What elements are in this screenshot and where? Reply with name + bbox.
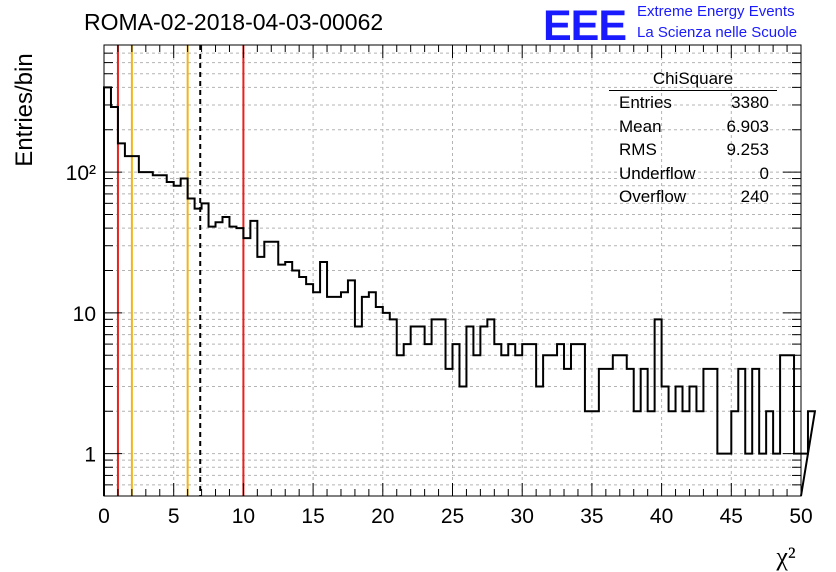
stats-row-overflow: Overflow 240 (609, 185, 777, 209)
stats-row-entries: Entries 3380 (609, 91, 777, 115)
stats-key: Mean (619, 116, 662, 136)
stats-row-underflow: Underflow 0 (609, 162, 777, 186)
stats-value: 9.253 (726, 140, 769, 159)
stats-key: Overflow (619, 187, 687, 206)
x-tick-label: 40 (650, 505, 673, 528)
y-tick-label: 10 (73, 303, 96, 326)
histogram (103, 86, 817, 497)
stats-key: Entries (619, 93, 672, 112)
stats-value: 6.903 (726, 116, 769, 136)
logo-tagline-2: La Scienza nelle Scuole (637, 24, 798, 41)
stats-row-rms: RMS 9.253 (609, 138, 777, 162)
histogram-series (103, 86, 817, 497)
stats-box: ChiSquare Entries 3380 Mean 6.903 RMS 9.… (609, 68, 777, 209)
stats-key: Underflow (619, 163, 696, 183)
x-tick-label: 0 (98, 505, 110, 528)
x-axis-label: χ² (775, 542, 796, 571)
x-tick-label: 25 (441, 505, 464, 528)
axes: 0 5 10 15 20 25 30 35 40 45 50 1 10 10² (66, 44, 813, 528)
y-axis-label: Entries/bin (11, 53, 38, 166)
x-tick-label: 15 (301, 505, 324, 528)
x-tick-label: 5 (168, 505, 180, 528)
x-tick-label: 50 (789, 505, 812, 528)
run-title: ROMA-02-2018-04-03-00062 (84, 9, 384, 35)
logo-tagline-1: Extreme Energy Events (637, 3, 795, 20)
stats-value: 0 (759, 163, 769, 183)
stats-value: 3380 (731, 93, 769, 112)
x-tick-label: 30 (511, 505, 534, 528)
stats-value: 240 (740, 187, 769, 206)
stats-key: RMS (619, 140, 657, 159)
x-tick-label: 45 (720, 505, 743, 528)
stats-title: ChiSquare (609, 68, 777, 91)
reference-lines (116, 45, 245, 496)
y-tick-label: 1 (84, 444, 96, 467)
y-tick-label: 10² (66, 162, 96, 185)
stats-row-mean: Mean 6.903 (609, 115, 777, 139)
x-tick-label: 35 (580, 505, 603, 528)
x-tick-label: 20 (371, 505, 394, 528)
x-tick-label: 10 (232, 505, 255, 528)
eee-logo: EEE (543, 2, 627, 50)
